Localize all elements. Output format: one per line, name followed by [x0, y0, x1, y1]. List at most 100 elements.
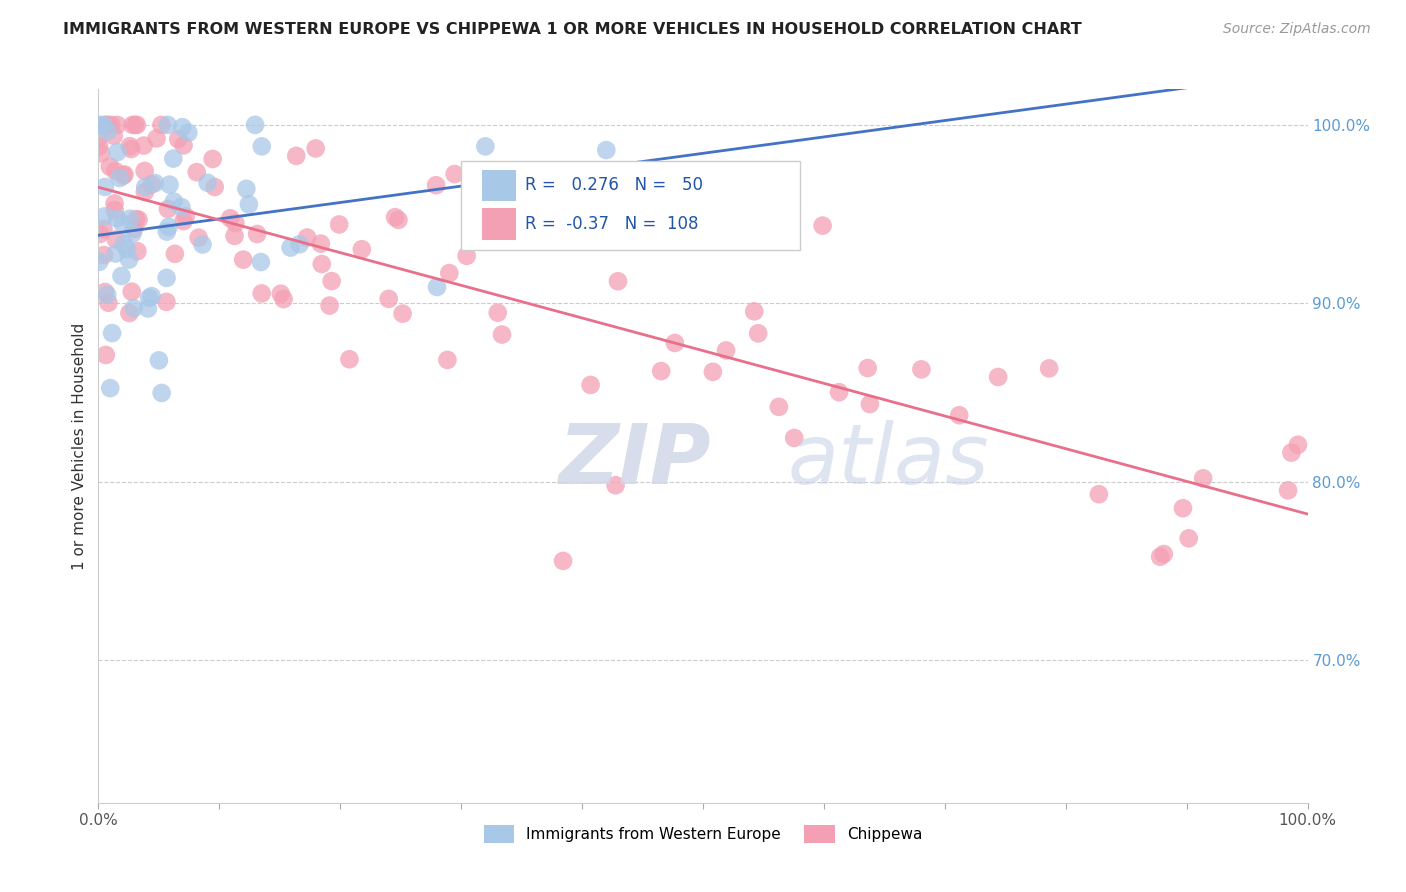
- Point: [97, 295, 120, 310]
- Point: [173, 214, 195, 228]
- Point: [910, 362, 932, 376]
- Point: [122, 221, 145, 235]
- Text: R =  -0.37   N =  108: R = -0.37 N = 108: [526, 215, 699, 233]
- Point: [1088, 487, 1111, 501]
- Point: [288, 237, 311, 252]
- Point: [1286, 438, 1309, 452]
- Point: [987, 370, 1010, 384]
- Point: [533, 182, 555, 196]
- Point: [664, 336, 686, 351]
- Point: [156, 118, 179, 132]
- Point: [443, 167, 465, 181]
- Point: [436, 352, 458, 367]
- Point: [118, 252, 141, 267]
- Point: [155, 294, 177, 309]
- Point: [191, 237, 214, 252]
- Point: [595, 143, 617, 157]
- Point: [112, 168, 135, 182]
- Text: IMMIGRANTS FROM WESTERN EUROPE VS CHIPPEWA 1 OR MORE VEHICLES IN HOUSEHOLD CORRE: IMMIGRANTS FROM WESTERN EUROPE VS CHIPPE…: [63, 22, 1083, 37]
- Point: [89, 254, 111, 268]
- Point: [148, 353, 170, 368]
- Point: [273, 292, 295, 306]
- Point: [132, 138, 155, 153]
- Point: [134, 185, 156, 199]
- Point: [89, 227, 111, 241]
- Point: [491, 327, 513, 342]
- Point: [224, 228, 246, 243]
- Point: [96, 287, 118, 301]
- Point: [350, 242, 373, 256]
- Point: [318, 299, 340, 313]
- Point: [150, 386, 173, 401]
- Point: [391, 307, 413, 321]
- Point: [145, 131, 167, 145]
- Point: [89, 118, 111, 132]
- Point: [219, 211, 242, 226]
- Text: atlas: atlas: [787, 420, 990, 500]
- Point: [224, 216, 246, 230]
- Point: [309, 236, 332, 251]
- Point: [238, 197, 260, 211]
- Point: [103, 128, 125, 143]
- Point: [197, 176, 219, 190]
- Point: [155, 271, 177, 285]
- Point: [163, 194, 186, 209]
- Point: [111, 217, 134, 231]
- Point: [486, 306, 509, 320]
- Point: [121, 227, 143, 241]
- Point: [143, 176, 166, 190]
- Point: [172, 120, 194, 135]
- Point: [250, 255, 273, 269]
- Y-axis label: 1 or more Vehicles in Household: 1 or more Vehicles in Household: [72, 322, 87, 570]
- Point: [100, 118, 122, 132]
- Point: [579, 378, 602, 392]
- Point: [187, 230, 209, 244]
- Point: [250, 286, 273, 301]
- Point: [1277, 483, 1299, 498]
- FancyBboxPatch shape: [461, 161, 800, 250]
- Point: [96, 118, 118, 132]
- Point: [110, 268, 132, 283]
- Point: [232, 252, 254, 267]
- Point: [157, 219, 180, 234]
- Point: [747, 326, 769, 341]
- Point: [118, 211, 141, 226]
- Point: [605, 478, 627, 492]
- Point: [1149, 549, 1171, 564]
- Point: [551, 554, 574, 568]
- Point: [311, 257, 333, 271]
- Point: [104, 164, 127, 178]
- Point: [425, 178, 447, 193]
- Point: [384, 210, 406, 224]
- Point: [156, 202, 179, 216]
- Point: [456, 249, 478, 263]
- Point: [1038, 361, 1060, 376]
- Point: [783, 431, 806, 445]
- Point: [474, 139, 496, 153]
- Point: [742, 304, 765, 318]
- Point: [93, 222, 115, 236]
- Point: [118, 306, 141, 320]
- Text: Source: ZipAtlas.com: Source: ZipAtlas.com: [1223, 22, 1371, 37]
- Point: [94, 180, 117, 194]
- Point: [120, 142, 142, 156]
- Point: [1192, 471, 1215, 485]
- Point: [118, 139, 141, 153]
- Point: [141, 289, 163, 303]
- Point: [156, 225, 179, 239]
- Point: [339, 352, 361, 367]
- Point: [101, 326, 124, 340]
- Point: [186, 165, 208, 179]
- Point: [204, 180, 226, 194]
- Point: [377, 292, 399, 306]
- Point: [104, 202, 127, 217]
- Point: [121, 285, 143, 299]
- Point: [150, 118, 173, 132]
- Point: [134, 164, 156, 178]
- Text: ZIP: ZIP: [558, 420, 710, 500]
- Point: [108, 171, 131, 186]
- Point: [98, 381, 121, 395]
- Point: [246, 227, 269, 241]
- Point: [159, 178, 181, 192]
- Point: [295, 230, 318, 244]
